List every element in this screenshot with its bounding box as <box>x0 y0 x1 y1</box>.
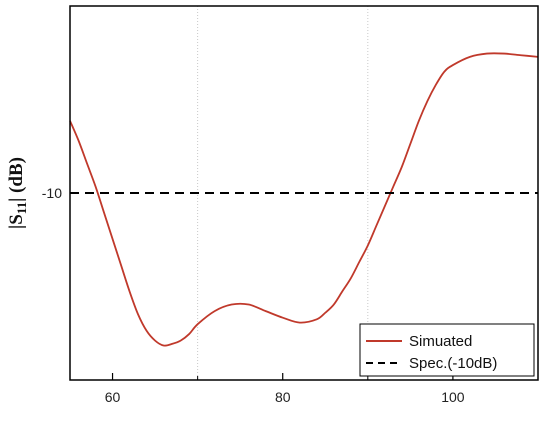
y-axis-label-unit: (dB) <box>6 157 27 198</box>
series-line-simulated <box>69 52 539 347</box>
y-axis-label: |S11| (dB) <box>6 157 29 229</box>
tick-layer: 60 80 100 -10 <box>42 185 465 405</box>
x-tick-label-60: 60 <box>105 389 121 405</box>
legend-label-spec: Spec.(-10dB) <box>409 355 497 372</box>
x-tick-label-80: 80 <box>275 389 291 405</box>
y-axis-label-subscript: 11 <box>14 202 29 214</box>
y-axis-label-main: S <box>6 214 27 225</box>
legend: Simuated Spec.(-10dB) <box>359 323 535 377</box>
legend-label-simulated: Simuated <box>409 333 472 350</box>
series-layer <box>69 52 539 347</box>
y-axis-label-bar-close: | <box>6 198 27 202</box>
y-axis-label-bar-open: | <box>6 225 27 229</box>
x-tick-label-100: 100 <box>441 389 465 405</box>
legend-box <box>359 323 535 377</box>
y-tick-label--10: -10 <box>42 185 62 201</box>
